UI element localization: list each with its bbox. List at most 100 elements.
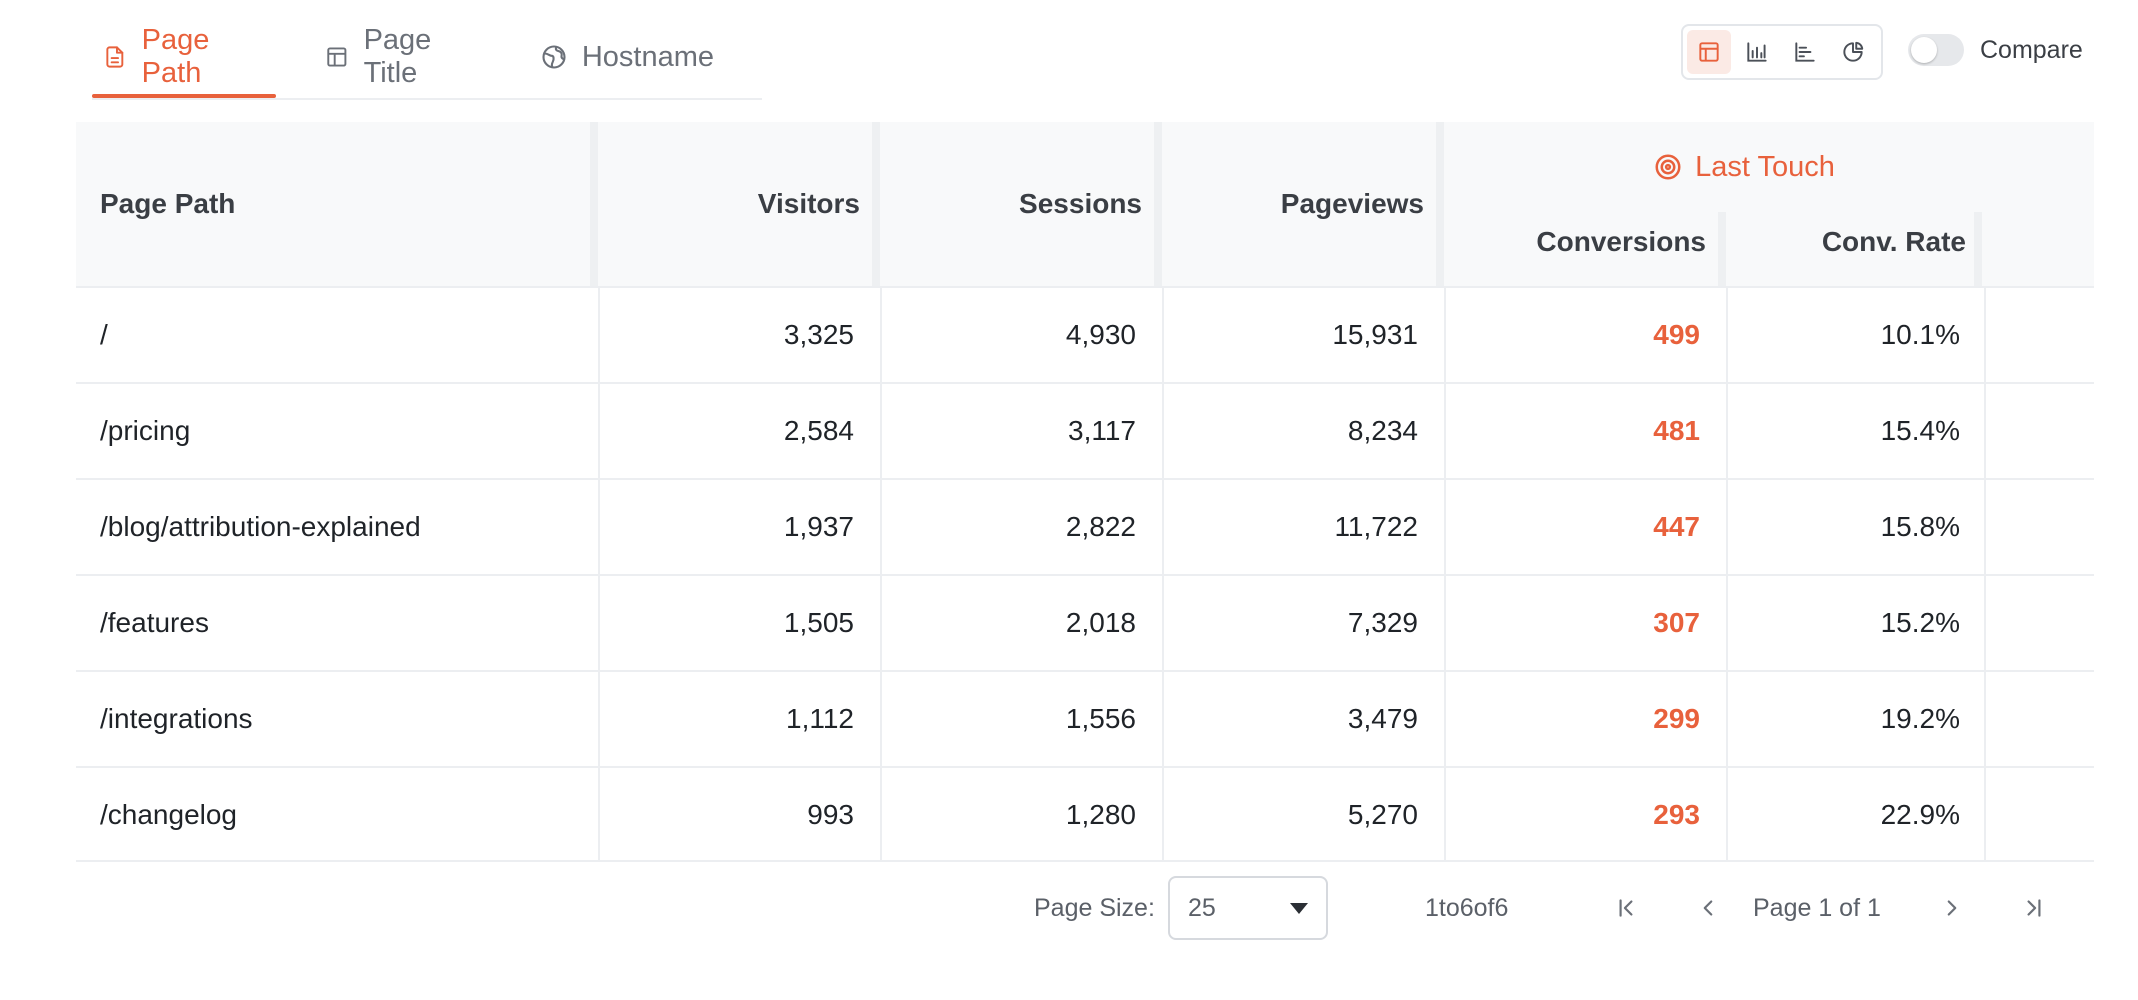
column-divider [1726,576,1728,670]
table-row[interactable]: /changelog 993 1,280 5,270 293 22.9% [76,766,2094,862]
cell-visitors: 2,584 [783,415,854,446]
column-divider [598,768,600,862]
document-icon [106,46,124,68]
cell-visitors: 3,325 [783,319,854,350]
cell-conversions: 299 [1653,703,1700,734]
chevron-left-icon [1703,900,1713,916]
column-divider [1726,384,1728,478]
pie-chart-icon [1843,41,1864,62]
cell-page-path: /changelog [100,799,238,830]
cell-pageviews: 3,479 [1347,703,1418,734]
tab-label: Hostname [581,40,714,73]
pagination: Page Size: 25 1to6of6 Page 1 of 1 [0,876,2138,940]
cell-conv-rate: 10.1% [1880,319,1960,350]
row-range: 1to6of6 [1425,894,1509,922]
column-header-visitors[interactable]: Visitors [757,188,860,219]
column-divider [1984,576,1986,670]
cell-sessions: 3,117 [1068,415,1136,446]
table-row[interactable]: /features 1,505 2,018 7,329 307 15.2% [76,574,2094,670]
column-divider [880,288,882,382]
cell-sessions: 1,280 [1065,799,1136,830]
cell-pageviews: 5,270 [1347,799,1418,830]
first-page-button[interactable] [1606,888,1646,928]
tab-hostname[interactable]: Hostname [530,28,724,86]
column-divider [1162,384,1164,478]
column-divider [1444,672,1446,766]
column-divider [880,576,882,670]
cell-conversions: 499 [1653,319,1700,350]
column-divider [1444,288,1446,382]
chevron-right-icon [1947,900,1957,916]
column-resizer[interactable] [1436,122,1444,286]
cell-conv-rate: 22.9% [1880,799,1960,830]
table-row[interactable]: /blog/attribution-explained 1,937 2,822 11,… [76,478,2094,574]
table-row[interactable]: / 3,325 4,930 15,931 499 10.1% [76,286,2094,382]
horizontal-bar-icon [1795,42,1815,62]
horizontal-bar-view-button[interactable] [1783,30,1827,74]
table-header: Page Path Visitors Sessions Pageviews La… [76,122,2094,286]
pie-chart-view-button[interactable] [1831,30,1875,74]
caret-down-icon [1290,902,1308,914]
page-size-select[interactable]: 25 [1168,876,1328,940]
previous-page-button[interactable] [1688,888,1728,928]
tab-page-title[interactable]: Page Title [314,24,492,89]
next-page-button[interactable] [1932,888,1972,928]
column-divider [1726,288,1728,382]
cell-visitors: 1,505 [783,607,854,638]
cell-conversions: 447 [1653,511,1700,542]
column-resizer[interactable] [1974,212,1982,286]
column-divider [1984,480,1986,574]
bar-chart-view-button[interactable] [1735,30,1779,74]
first-page-icon [1619,899,1633,917]
column-divider [1726,672,1728,766]
column-resizer[interactable] [590,122,598,286]
column-header-page-path[interactable]: Page Path [100,188,236,219]
table-row[interactable]: /pricing 2,584 3,117 8,234 481 15.4% [76,382,2094,478]
cell-conv-rate: 19.2% [1880,703,1960,734]
last-page-icon [2027,899,2041,917]
cell-page-path: /features [100,607,209,638]
page-size-value: 25 [1188,893,1216,922]
column-divider [1162,576,1164,670]
cell-visitors: 1,112 [786,703,854,734]
column-divider [1162,480,1164,574]
column-header-sessions[interactable]: Sessions [1019,188,1142,219]
tab-page-path[interactable]: Page Path [92,24,276,98]
cell-page-path: /blog/attribution-explained [100,511,421,542]
cell-page-path: / [100,319,108,350]
layout-icon [327,47,347,67]
cell-conv-rate: 15.2% [1880,607,1960,638]
table-body: / 3,325 4,930 15,931 499 10.1% /pricing 2,584 3,… [76,286,2094,862]
column-divider [1444,384,1446,478]
column-resizer[interactable] [872,122,880,286]
group-label-text: Last Touch [1695,150,1835,183]
globe-icon [542,45,566,69]
column-header-pageviews[interactable]: Pageviews [1280,188,1424,219]
column-divider [598,672,600,766]
column-divider [880,768,882,862]
toggle-switch[interactable] [1908,34,1964,66]
column-divider [1984,672,1986,766]
column-divider [1162,768,1164,862]
cell-conversions: 481 [1653,415,1700,446]
cell-pageviews: 7,329 [1347,607,1418,638]
table-view-button[interactable] [1687,30,1731,74]
column-resizer[interactable] [1154,122,1162,286]
column-resizer[interactable] [1718,212,1726,286]
page-indicator: Page 1 of 1 [1753,894,1881,922]
column-divider [1984,768,1986,862]
last-page-button[interactable] [2014,888,2054,928]
column-divider [1162,672,1164,766]
column-header-conversions[interactable]: Conversions [1536,226,1706,257]
column-divider [1444,480,1446,574]
bar-chart-icon [1747,42,1767,62]
dimension-tabs: Page Path Page Title Hostname [92,24,762,100]
cell-page-path: /integrations [100,703,253,734]
compare-toggle[interactable]: Compare [1908,34,2083,66]
cell-visitors: 1,937 [783,511,854,542]
table-row[interactable]: /integrations 1,112 1,556 3,479 299 19.2% [76,670,2094,766]
column-divider [1984,384,1986,478]
column-header-conv-rate[interactable]: Conv. Rate [1821,226,1966,257]
column-divider [880,672,882,766]
